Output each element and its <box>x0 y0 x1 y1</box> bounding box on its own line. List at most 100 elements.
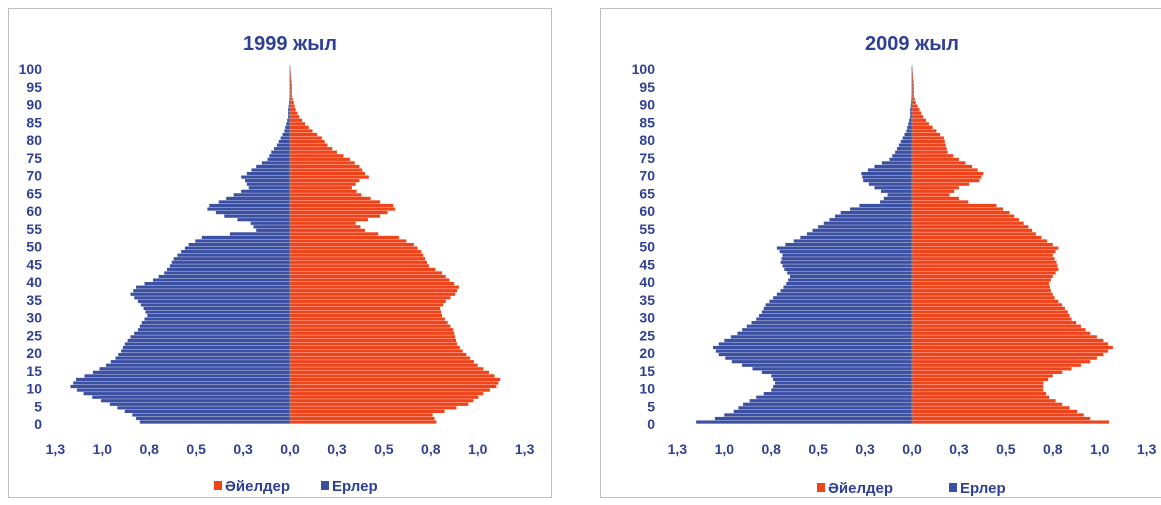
x-tick-label: 0,3 <box>949 441 969 457</box>
legend-label: Ерлер <box>332 478 378 495</box>
population-pyramid-2009: 2009 жыл05101520253035404550556065707580… <box>632 33 1157 497</box>
age-bar <box>276 143 290 147</box>
age-bar <box>751 321 912 325</box>
age-bar <box>290 207 396 211</box>
age-bar <box>912 416 1091 421</box>
age-bar <box>818 225 912 229</box>
age-bar <box>912 384 1044 389</box>
age-bar <box>285 125 290 129</box>
age-bar <box>892 154 912 158</box>
age-bar <box>912 211 1010 215</box>
age-bar <box>912 218 1019 222</box>
age-bar <box>912 257 1055 261</box>
x-tick-label: 1,3 <box>1137 441 1157 457</box>
age-bar <box>776 246 912 250</box>
age-bar <box>912 392 1047 396</box>
y-tick-label: 45 <box>639 256 655 272</box>
pyramid-panel-2009: 2009 жыл 0 5 10 15 20 25 30 35 40 45 50 55 60 65 70 75 80… <box>600 8 1161 498</box>
age-bar <box>290 345 460 350</box>
age-bar <box>290 200 381 204</box>
age-bar <box>290 118 303 122</box>
age-bar <box>76 377 291 382</box>
age-bar <box>127 338 290 342</box>
x-tick-label: 0,3 <box>233 441 253 457</box>
age-bar <box>761 310 912 314</box>
age-bar <box>779 250 912 254</box>
y-tick-label: 60 <box>26 203 42 219</box>
x-tick-label: 0,8 <box>1043 441 1063 457</box>
y-tick-label: 70 <box>26 168 42 184</box>
age-bar <box>251 168 290 172</box>
age-bar <box>290 289 458 293</box>
y-tick-label: 10 <box>26 381 42 397</box>
age-bar <box>271 150 290 154</box>
x-tick-label: 1,0 <box>1090 441 1110 457</box>
age-bar <box>850 207 912 211</box>
age-bar <box>718 342 912 346</box>
age-bar <box>218 200 290 204</box>
age-bar <box>290 377 501 382</box>
age-bar <box>290 225 361 229</box>
age-bar <box>226 196 290 200</box>
age-bar <box>912 278 1051 282</box>
age-bar <box>895 150 912 154</box>
age-bar <box>756 317 912 321</box>
age-bar <box>806 232 912 236</box>
age-bar <box>132 413 290 417</box>
age-bar <box>280 136 290 140</box>
age-bar <box>910 111 912 115</box>
y-tick-label: 80 <box>639 132 655 148</box>
age-bar <box>867 168 912 172</box>
age-bar <box>912 154 954 158</box>
x-tick-label: 0,3 <box>855 441 875 457</box>
age-bar <box>724 338 912 342</box>
age-bar <box>290 182 356 186</box>
age-bar <box>785 242 912 247</box>
age-bar <box>290 328 454 332</box>
age-bar <box>136 285 290 289</box>
chart-title: 2009 жыл <box>865 33 959 55</box>
age-bar <box>290 196 371 200</box>
age-bar <box>290 317 445 321</box>
age-bar <box>771 374 912 378</box>
age-bar <box>290 420 437 424</box>
age-bar <box>290 115 300 119</box>
age-bar <box>730 335 912 339</box>
age-bar <box>290 353 467 357</box>
age-bar <box>290 111 298 115</box>
age-bar <box>790 274 912 279</box>
age-bar <box>912 381 1044 385</box>
age-bar <box>290 374 495 378</box>
age-bar <box>912 353 1104 357</box>
age-bar <box>756 395 912 399</box>
age-bar <box>912 360 1091 364</box>
age-bar <box>290 349 463 353</box>
age-bar <box>288 108 290 112</box>
age-bar <box>912 413 1084 417</box>
age-bar <box>784 267 912 271</box>
age-bar <box>246 182 290 186</box>
age-bar <box>171 260 290 264</box>
age-bar <box>290 367 484 371</box>
age-bar <box>290 228 366 232</box>
age-bar <box>896 147 912 151</box>
age-bar <box>881 189 912 193</box>
age-bar <box>912 86 914 90</box>
x-tick-label: 0,3 <box>327 441 347 457</box>
age-bar <box>70 384 290 389</box>
age-bar <box>290 83 292 87</box>
age-bar <box>84 374 290 378</box>
age-bar <box>771 388 912 392</box>
x-tick-label: 0,5 <box>808 441 828 457</box>
x-tick-label: 1,0 <box>715 441 735 457</box>
age-bar <box>880 200 912 204</box>
age-bar <box>912 289 1051 293</box>
y-tick-label: 100 <box>632 61 656 77</box>
age-bar <box>912 104 918 108</box>
y-tick-label: 30 <box>26 310 42 326</box>
age-bar <box>109 402 290 406</box>
y-tick-label: 65 <box>26 185 42 201</box>
age-bar <box>124 342 290 346</box>
age-bar <box>122 345 290 350</box>
age-bar <box>912 221 1024 225</box>
